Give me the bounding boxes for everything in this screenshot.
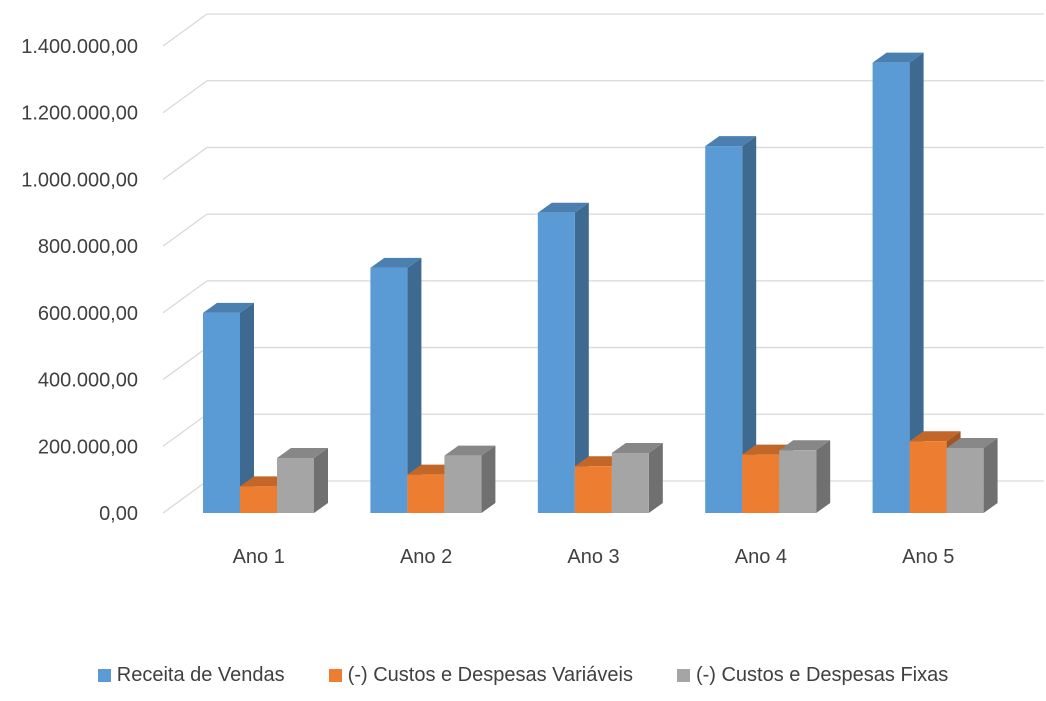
bar-side (574, 202, 589, 514)
y-tick-label: 400.000,00 (38, 370, 138, 392)
bar (946, 447, 984, 513)
bar-side (983, 437, 998, 513)
bar (407, 474, 445, 513)
bar-top (203, 302, 254, 313)
legend-item-receita: Receita de Vendas (97, 663, 285, 687)
legend-item-variaveis: (-) Custos e Despesas Variáveis (328, 663, 633, 687)
bar-side (314, 447, 328, 513)
bar-side (742, 136, 757, 514)
bar (203, 312, 240, 513)
bar-side (481, 445, 496, 513)
legend: Receita de Vendas (-) Custos e Despesas … (0, 660, 1046, 690)
bar-side (648, 442, 663, 513)
y-tick-label: 600.000,00 (38, 303, 138, 325)
gridline-depth (162, 347, 208, 381)
y-tick-label: 1.400.000,00 (21, 36, 138, 58)
bar (872, 62, 910, 514)
legend-item-fixas: (-) Custos e Despesas Fixas (676, 663, 949, 687)
y-tick-label: 1.200.000,00 (21, 103, 138, 125)
gridline-depth (162, 80, 208, 114)
gridline-depth (162, 480, 208, 514)
gridline-depth (162, 146, 208, 180)
x-tick-label: Ano 5 (902, 546, 954, 568)
x-tick-label: Ano 2 (400, 546, 452, 568)
gridline-depth (162, 13, 208, 47)
legend-swatch-variaveis (328, 668, 342, 682)
bar-top (611, 442, 663, 453)
legend-label-variaveis: (-) Custos e Despesas Variáveis (347, 663, 633, 686)
bar (277, 457, 314, 513)
x-tick-label: Ano 4 (735, 546, 787, 568)
bar (240, 486, 277, 513)
bar-top (909, 431, 961, 442)
bar (705, 146, 743, 514)
gridline-depth (162, 280, 208, 314)
legend-swatch-receita (97, 668, 111, 682)
bar (444, 455, 482, 513)
y-tick-label: 0,00 (99, 503, 138, 525)
bar-side (816, 440, 831, 513)
bar-top (946, 437, 998, 448)
bar (779, 450, 817, 513)
bar (742, 454, 780, 513)
bar-top (537, 202, 589, 213)
gridline-depth (162, 213, 208, 247)
bar (370, 267, 408, 513)
bar (574, 466, 612, 513)
bar-side (240, 302, 254, 513)
y-tick-label: 800.000,00 (38, 236, 138, 258)
bar-top (705, 136, 757, 147)
bar-top (277, 447, 328, 458)
legend-swatch-fixas (676, 668, 690, 682)
x-tick-label: Ano 1 (233, 546, 285, 568)
bar-top (779, 440, 831, 451)
bar-top (370, 257, 422, 268)
y-tick-label: 200.000,00 (38, 436, 138, 458)
bar-side (909, 52, 924, 514)
bar-top (444, 445, 496, 456)
x-tick-label: Ano 3 (567, 546, 619, 568)
gridline-depth (162, 413, 208, 447)
legend-label-receita: Receita de Vendas (116, 663, 285, 686)
bar (909, 441, 947, 513)
legend-label-fixas: (-) Custos e Despesas Fixas (695, 663, 949, 686)
bar-side (407, 257, 422, 513)
y-tick-label: 1.000.000,00 (21, 169, 138, 191)
bar-top (872, 52, 924, 63)
bar (537, 212, 575, 514)
bar (611, 452, 649, 513)
